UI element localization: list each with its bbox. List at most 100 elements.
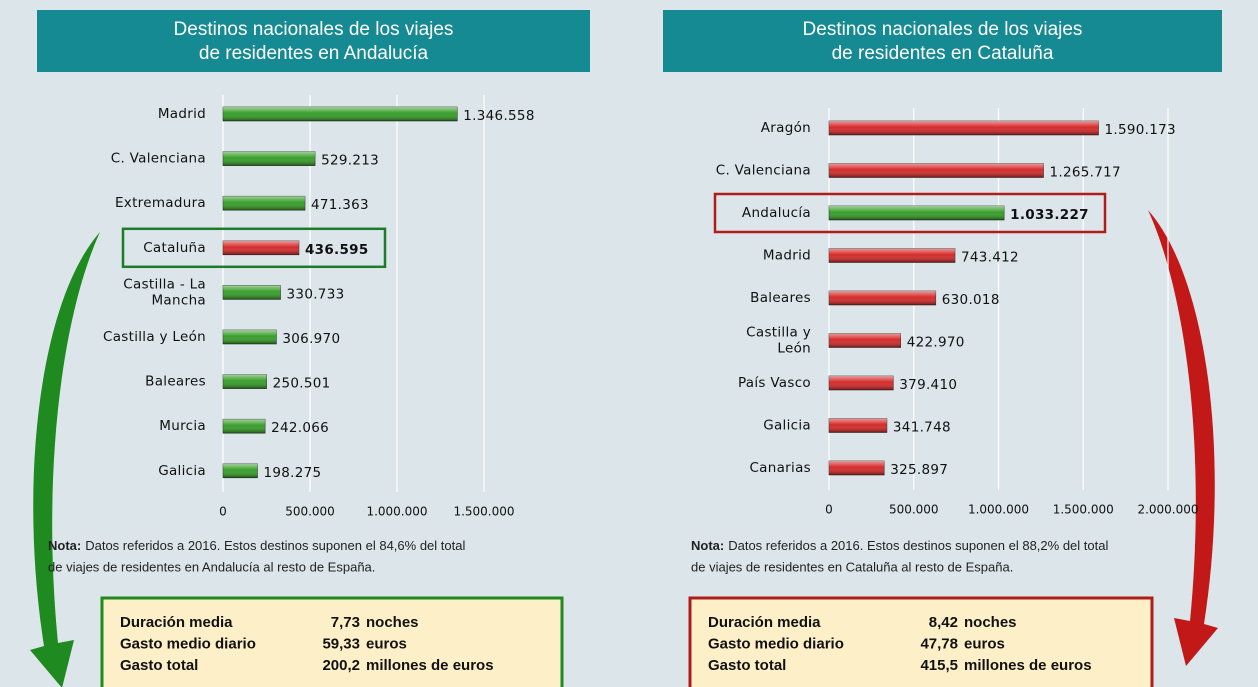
x-tick-label: 1.000.000: [968, 503, 1029, 517]
category-label: Galicia: [158, 463, 206, 479]
value-label: 471.363: [311, 197, 369, 213]
x-tick-label: 0: [825, 503, 833, 517]
value-label: 422.970: [907, 335, 965, 351]
category-label: C. Valenciana: [111, 151, 206, 167]
bar-shine: [223, 463, 258, 478]
arrow: [1148, 210, 1218, 666]
value-label: 379.410: [899, 377, 957, 393]
note: Nota: Datos referidos a 2016. Estos desti…: [48, 538, 465, 553]
value-label: 198.275: [263, 465, 321, 481]
value-label: 1.346.558: [463, 108, 534, 124]
value-label: 1.265.717: [1050, 165, 1121, 181]
stat-label: Gasto total: [120, 657, 198, 674]
category-label: Madrid: [763, 248, 811, 264]
title-band: [37, 10, 590, 72]
value-label: 330.733: [287, 286, 345, 302]
value-label: 743.412: [961, 250, 1019, 266]
value-label: 529.213: [321, 153, 379, 169]
category-label: Castilla y León: [746, 325, 811, 357]
value-label: 1.590.173: [1105, 122, 1176, 138]
bar-shine: [829, 291, 936, 305]
value-label: 341.748: [893, 420, 951, 436]
category-label: Baleares: [750, 290, 811, 306]
bar-shine: [223, 240, 299, 255]
stat-label: Gasto medio diario: [708, 635, 844, 652]
bar-shine: [223, 107, 458, 121]
x-tick-label: 1.500.000: [453, 505, 514, 519]
note: de viajes de residentes en Cataluña al r…: [691, 559, 1013, 574]
bar-shine: [829, 418, 887, 433]
category-label: Aragón: [761, 120, 811, 136]
bar-shine: [829, 206, 1005, 220]
category-label: Castilla y León: [103, 329, 206, 345]
value-label: 242.066: [271, 420, 329, 436]
bar-shine: [223, 285, 281, 300]
note-text: Datos referidos a 2016. Estos destinos s…: [85, 538, 465, 553]
stat-unit: millones de euros: [964, 657, 1092, 674]
highlight-box: [121, 227, 387, 269]
category-label: Andalucía: [742, 205, 811, 221]
x-tick-label: 500.000: [889, 503, 939, 517]
bar-shine: [223, 419, 266, 434]
bar-shine: [223, 151, 316, 166]
stat-label: Gasto total: [708, 657, 786, 674]
bar-shine: [829, 248, 956, 263]
chart-title: Destinos nacionales de los viajes: [174, 19, 454, 40]
value-label: 306.970: [282, 331, 340, 347]
category-label: Murcia: [159, 418, 206, 434]
stat-unit: euros: [366, 635, 407, 652]
stats-box: [100, 596, 564, 687]
arrow: [30, 232, 100, 687]
stat-value: 7,73: [331, 614, 360, 631]
highlight-box: [713, 192, 1107, 234]
bar-shine: [223, 330, 277, 344]
category-label: Castilla - La Mancha: [123, 276, 206, 308]
stat-unit: noches: [964, 614, 1017, 631]
note: de viajes de residentes en Andalucía al …: [48, 559, 375, 574]
chart-title: Destinos nacionales de los viajes: [803, 19, 1083, 40]
category-label: Cataluña: [143, 240, 206, 256]
stat-unit: millones de euros: [366, 657, 494, 674]
note-label: Nota:: [691, 538, 724, 553]
category-label: País Vasco: [738, 375, 811, 391]
category-label: C. Valenciana: [716, 163, 811, 179]
category-label: Canarias: [749, 460, 811, 476]
bar-shine: [829, 333, 901, 348]
stat-value: 200,2: [322, 657, 360, 674]
value-label: 436.595: [305, 242, 369, 258]
stat-label: Gasto medio diario: [120, 635, 256, 652]
stat-unit: noches: [366, 614, 419, 631]
x-tick-label: 1.000.000: [366, 505, 427, 519]
x-tick-label: 500.000: [285, 505, 335, 519]
value-label: 1.033.227: [1010, 207, 1089, 223]
title-band: [663, 10, 1222, 72]
category-label: Extremadura: [115, 195, 206, 211]
bar-shine: [223, 196, 306, 211]
stat-label: Duración media: [120, 614, 233, 631]
value-label: 630.018: [942, 292, 1000, 308]
bar-shine: [829, 461, 885, 475]
chart-title: de residentes en Cataluña: [832, 43, 1054, 64]
chart-title: de residentes en Andalucía: [199, 43, 429, 64]
stat-value: 59,33: [322, 635, 360, 652]
bar-shine: [829, 121, 1099, 135]
note: Nota: Datos referidos a 2016. Estos desti…: [691, 538, 1108, 553]
x-tick-label: 1.500.000: [1053, 503, 1114, 517]
bar-shine: [829, 163, 1044, 178]
stat-value: 47,78: [920, 635, 958, 652]
category-label: Baleares: [145, 374, 206, 390]
stat-unit: euros: [964, 635, 1005, 652]
stat-value: 8,42: [929, 614, 958, 631]
value-label: 325.897: [890, 462, 948, 478]
stat-label: Duración media: [708, 614, 821, 631]
stats-box: [688, 596, 1154, 687]
bar-shine: [829, 376, 894, 390]
x-tick-label: 0: [219, 505, 227, 519]
x-tick-label: 2.000.000: [1137, 503, 1198, 517]
value-label: 250.501: [273, 376, 331, 392]
note-label: Nota:: [48, 538, 81, 553]
note-text: Datos referidos a 2016. Estos destinos s…: [728, 538, 1108, 553]
category-label: Madrid: [158, 106, 206, 122]
